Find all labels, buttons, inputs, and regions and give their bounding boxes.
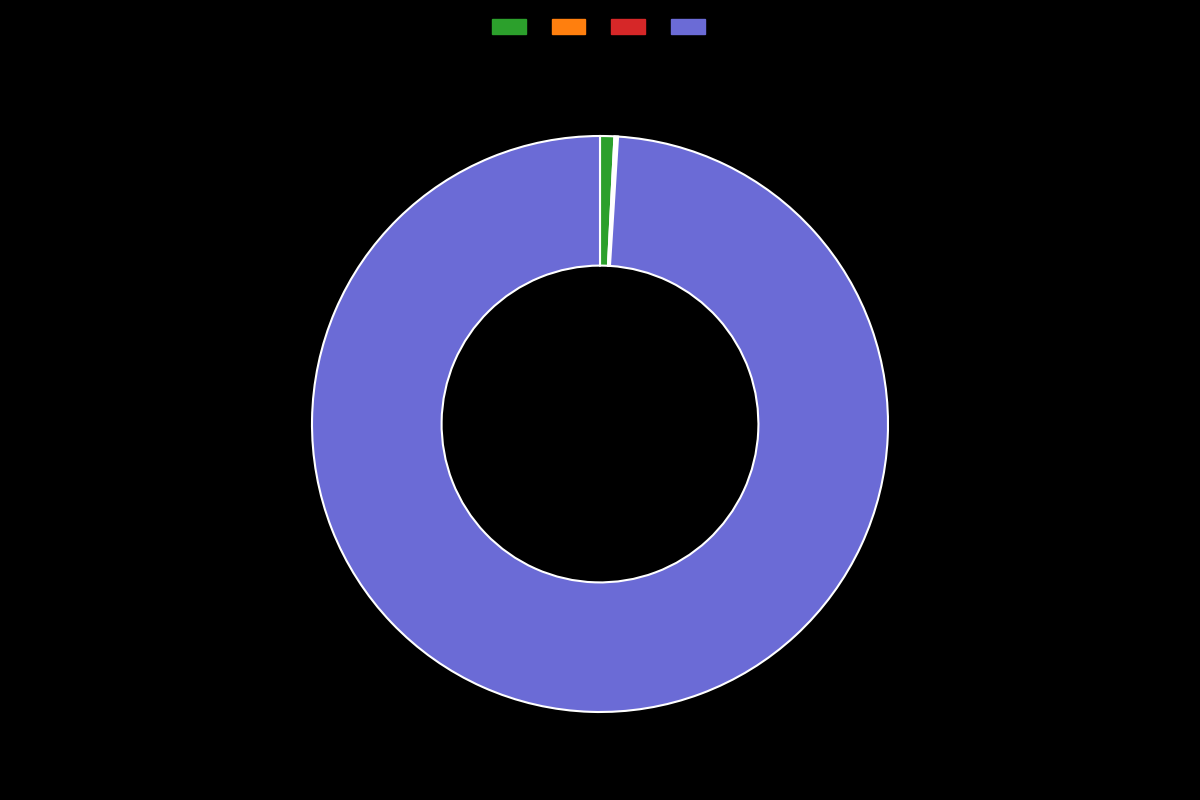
Legend: , , , : , , , bbox=[487, 14, 713, 39]
Wedge shape bbox=[608, 137, 618, 266]
Wedge shape bbox=[312, 136, 888, 712]
Wedge shape bbox=[608, 136, 617, 266]
Wedge shape bbox=[600, 136, 614, 266]
